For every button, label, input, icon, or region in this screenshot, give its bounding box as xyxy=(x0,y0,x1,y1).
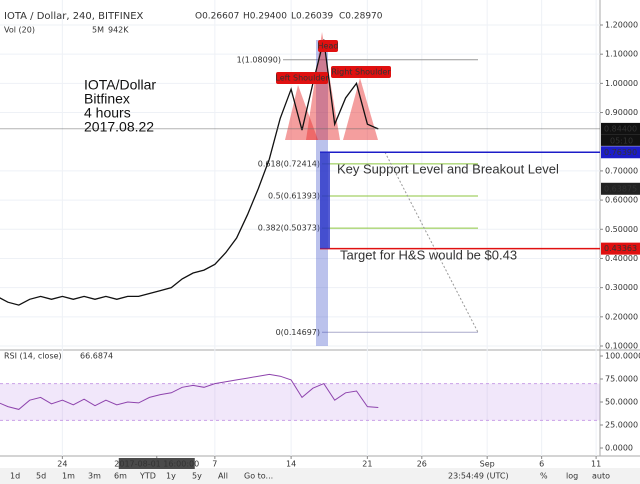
toolbar-button[interactable]: log xyxy=(566,472,578,481)
toolbar-button[interactable]: 5d xyxy=(36,472,46,481)
y-tick-label: 0.90000 xyxy=(605,108,638,117)
pattern-label-bg xyxy=(276,72,328,84)
price-marker xyxy=(601,182,640,195)
toolbar-button[interactable]: Go to... xyxy=(244,472,273,481)
fib-label: 0.5(0.61393) xyxy=(268,192,320,201)
toolbar xyxy=(0,468,640,484)
x-tick-label: 11 xyxy=(591,460,601,469)
y-tick-label: 0.40000 xyxy=(605,254,638,263)
toolbar-button[interactable]: auto xyxy=(592,472,610,481)
toolbar-button[interactable]: 3m xyxy=(88,472,101,481)
annotation: 4 hours xyxy=(84,105,131,121)
clock: 23:54:49 (UTC) xyxy=(448,472,509,481)
pattern-label-bg xyxy=(318,40,338,52)
price-marker xyxy=(601,242,640,255)
pattern-label-bg xyxy=(331,66,391,78)
toolbar-button[interactable]: 1d xyxy=(10,472,20,481)
plot: 1(1.08090) 0.618(0.72414) 0.5(0.61393) 0.38… xyxy=(0,24,600,347)
y-tick-label: 0.50000 xyxy=(605,225,638,234)
rsi-tick-label: 0.0000 xyxy=(605,444,633,453)
projection xyxy=(384,152,479,333)
y-tick-label: 0.70000 xyxy=(605,166,638,175)
ohlc: C0.28970 xyxy=(339,12,383,22)
x-tick-label: 26 xyxy=(417,460,427,469)
countdown: 05:10 xyxy=(610,136,633,145)
price-marker-label: 0.43363 xyxy=(604,244,637,253)
x-tick-label: 24 xyxy=(57,460,67,469)
rsi-band xyxy=(0,383,600,421)
toolbar-button[interactable]: 6m xyxy=(114,472,127,481)
volume-ma: 5M xyxy=(92,26,104,35)
y-tick-label: 0.10000 xyxy=(605,342,638,351)
ohlc: O0.26607 xyxy=(195,12,239,22)
toolbar-button[interactable]: 1m xyxy=(62,472,75,481)
rsi-tick-label: 25.0000 xyxy=(605,421,638,430)
toolbar-button[interactable]: 5y xyxy=(192,472,202,481)
x-tick-label: 6 xyxy=(539,460,544,469)
x-tick-label: 14 xyxy=(286,460,296,469)
x-tick-label: 21 xyxy=(362,460,372,469)
pattern-shape xyxy=(285,85,318,140)
price-marker xyxy=(601,146,640,159)
x-tick-label: 2017-08-01 16:00:00 xyxy=(114,460,199,469)
ohlc: H0.29400 xyxy=(243,12,287,22)
pattern-label: Right Shoulder xyxy=(331,68,391,77)
annotation: IOTA/Dollar xyxy=(84,77,156,93)
ohlc: L0.26039 xyxy=(291,12,334,22)
price-marker-label: 0.84400 xyxy=(604,124,637,133)
annotation: 2017.08.22 xyxy=(84,119,154,135)
y-tick-label: 1.00000 xyxy=(605,79,638,88)
x-tick-label: 7 xyxy=(212,460,217,469)
annotation: Bitfinex xyxy=(84,91,130,107)
rsi-tick-label: 100.0000 xyxy=(605,352,640,361)
pattern-shape xyxy=(306,32,340,140)
symbol: IOTA / Dollar, 240, BITFINEX xyxy=(4,11,144,22)
price-marker xyxy=(601,122,640,135)
volume-label: Vol (20) xyxy=(4,26,35,35)
pattern-label: Head xyxy=(318,42,339,51)
y-tick-label: 0.60000 xyxy=(605,196,638,205)
price-marker-label: 0.63875 xyxy=(604,184,637,193)
rsi-tick-label: 50.0000 xyxy=(605,398,638,407)
toolbar-button[interactable]: All xyxy=(218,472,228,481)
fib-label: 0.382(0.50373) xyxy=(258,224,320,233)
fib-label: 0.618(0.72414) xyxy=(258,159,320,168)
target-text: Target for H&S would be $0.43 xyxy=(340,247,517,262)
toolbar-button[interactable]: % xyxy=(540,472,548,481)
price-marker-label: 0.76390 xyxy=(604,148,637,157)
fib-label: 1(1.08090) xyxy=(237,55,281,64)
rsi-last: 66.6874 xyxy=(80,352,113,361)
volume-last: 942K xyxy=(108,26,129,35)
fib-label: 0(0.14697) xyxy=(276,328,320,337)
countdown-bg xyxy=(601,134,640,146)
y-tick-label: 0.20000 xyxy=(605,312,638,321)
support-text: Key Support Level and Breakout Level xyxy=(337,161,559,176)
y-tick-label: 1.10000 xyxy=(605,50,638,59)
rsi-tick-label: 75.0000 xyxy=(605,375,638,384)
breakout-bar xyxy=(320,152,330,249)
pattern-label: Left Shoulder xyxy=(275,74,329,83)
crosshair-label-bg xyxy=(118,458,195,469)
toolbar-button[interactable]: YTD xyxy=(139,472,156,481)
toolbar-button[interactable]: 1y xyxy=(166,472,176,481)
rsi-label: RSI (14, close) xyxy=(4,352,62,361)
x-tick-label: Sep xyxy=(480,460,495,469)
rsi-line xyxy=(0,373,379,410)
y-tick-label: 0.30000 xyxy=(605,283,638,292)
y-tick-label: 1.20000 xyxy=(605,21,638,30)
